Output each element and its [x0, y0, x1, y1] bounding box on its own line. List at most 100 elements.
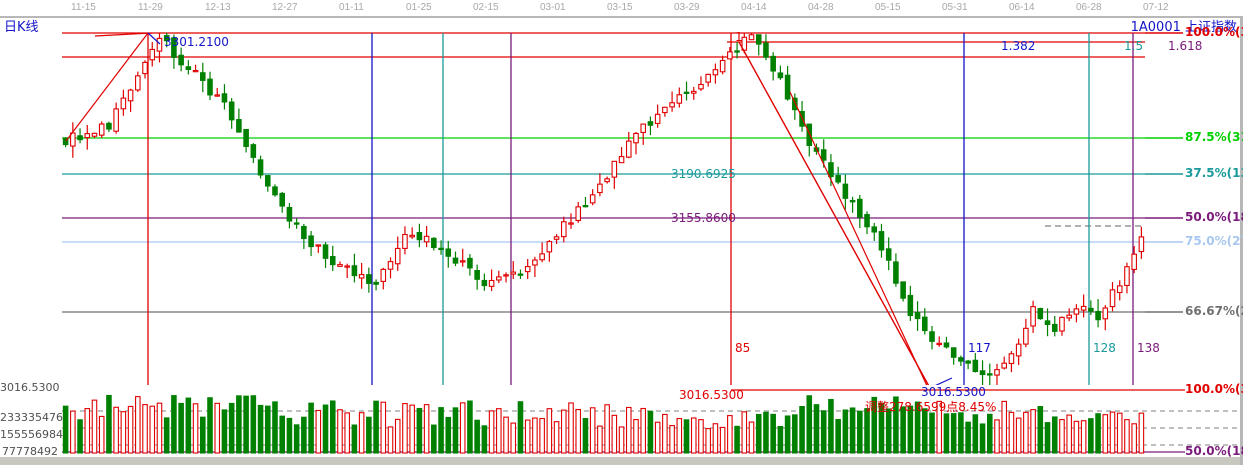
date-axis: 11-15 11-29 12-13 12-27 01-11 01-25 02-15 03-01…	[0, 0, 1243, 18]
candlestick-bar	[553, 234, 560, 245]
volume-bar	[452, 407, 459, 454]
volume-bar	[1095, 413, 1101, 454]
candlestick-bar	[510, 261, 517, 280]
volume-bar	[979, 423, 986, 454]
bottom-status-bar	[0, 457, 1243, 465]
volume-bar	[1015, 417, 1022, 454]
volume-bar	[221, 409, 228, 454]
candlestick-bar	[293, 218, 300, 229]
volume-bar	[763, 411, 769, 454]
candlestick-bar	[784, 66, 791, 101]
volume-bar	[98, 415, 105, 454]
candlestick-bar	[662, 106, 668, 117]
volume-bar	[264, 405, 271, 454]
candlestick-bar	[337, 261, 343, 267]
volume-bar	[459, 402, 466, 454]
vline-ratio-1382-label: 1.382	[1001, 39, 1036, 53]
candlestick-bar	[452, 251, 459, 267]
candlestick-bar	[445, 240, 452, 268]
symbol-title: 1A0001 上证指数	[1130, 20, 1237, 35]
volume-bar	[286, 417, 293, 454]
candlestick-bar	[770, 52, 776, 81]
volume-bar	[272, 401, 278, 454]
candlestick-bar	[77, 128, 83, 144]
candlestick-bar	[62, 137, 69, 148]
volume-bar	[568, 402, 574, 454]
date-tick: 04-14	[741, 2, 767, 13]
candlestick-bar	[864, 211, 870, 235]
date-tick: 03-29	[674, 2, 700, 13]
volume-bar	[965, 421, 971, 454]
candlestick-bar	[163, 33, 170, 48]
volume-bar	[597, 425, 603, 454]
candlestick-bar	[286, 203, 293, 229]
candlestick-bar	[676, 87, 683, 108]
volume-bar	[676, 418, 683, 454]
date-tick: 12-27	[272, 2, 298, 13]
fib-66-67-label: 66.67%(240)	[1185, 304, 1243, 318]
volume-bar	[70, 410, 76, 454]
candlestick-bar	[986, 363, 993, 385]
volume-plot[interactable]	[0, 385, 1243, 457]
volume-bar	[878, 402, 885, 454]
candlestick-bar	[943, 336, 950, 349]
candlestick-bar	[366, 267, 372, 293]
candlestick-bar	[857, 194, 863, 229]
candlestick-bar	[200, 62, 206, 93]
volume-bar	[402, 403, 408, 454]
volume-axis-tick: 155556984	[0, 428, 63, 441]
volume-bar	[387, 426, 394, 454]
volume-bar	[864, 408, 870, 454]
date-tick: 12-13	[205, 2, 231, 13]
volume-bar	[1131, 423, 1137, 454]
volume-bar	[604, 404, 610, 454]
vline-85-label: 85	[735, 341, 751, 355]
low-price-red: 3016.5300	[679, 388, 744, 402]
candlestick-bar	[481, 273, 488, 291]
candlestick-bar	[994, 363, 1000, 385]
candlestick-plot[interactable]	[0, 30, 1243, 385]
trendline	[935, 377, 953, 385]
volume-bar	[329, 400, 336, 454]
candlestick-bar	[438, 240, 444, 255]
volume-bar	[633, 419, 639, 454]
volume-pane[interactable]	[0, 385, 1243, 457]
volume-bar	[727, 415, 733, 454]
candlestick-bar	[965, 359, 971, 370]
volume-bar	[84, 408, 91, 454]
candlestick-bar	[431, 237, 437, 251]
volume-bar	[1073, 420, 1080, 454]
volume-bar	[62, 405, 69, 454]
peak-price: 3301.2100	[164, 35, 229, 49]
candlestick-bar	[84, 124, 91, 150]
trendline	[789, 91, 928, 385]
volume-bar	[755, 413, 762, 454]
volume-axis-tick: 77778492	[2, 445, 58, 458]
candlestick-bar	[1051, 315, 1058, 337]
candlestick-bar	[1116, 280, 1123, 301]
candlestick-bar	[835, 166, 841, 185]
volume-bar	[250, 395, 257, 454]
candlestick-bar	[1030, 300, 1036, 333]
candlestick-bar	[568, 213, 574, 229]
volume-bar	[1080, 420, 1087, 454]
candlestick-bar	[228, 98, 235, 129]
price-pane[interactable]	[0, 30, 1243, 385]
vline-138-label: 138	[1137, 341, 1160, 355]
volume-bar	[496, 408, 502, 454]
volume-bar	[445, 416, 452, 454]
candlestick-bar	[1124, 262, 1130, 294]
trendline	[65, 32, 149, 142]
volume-bar	[1044, 422, 1051, 454]
candlestick-bar	[171, 34, 177, 69]
candlestick-bar	[532, 256, 538, 278]
candlestick-bar	[1059, 316, 1065, 336]
vline-index-1-label: 1	[735, 30, 743, 44]
fib-75-0-label: 75.0%(270)	[1185, 234, 1243, 248]
volume-bar	[243, 395, 249, 454]
candlestick-bar	[488, 269, 495, 292]
candlestick-bar	[1044, 308, 1051, 337]
candlestick-bar	[373, 279, 379, 291]
volume-axis-tick: 233335476	[0, 411, 63, 424]
